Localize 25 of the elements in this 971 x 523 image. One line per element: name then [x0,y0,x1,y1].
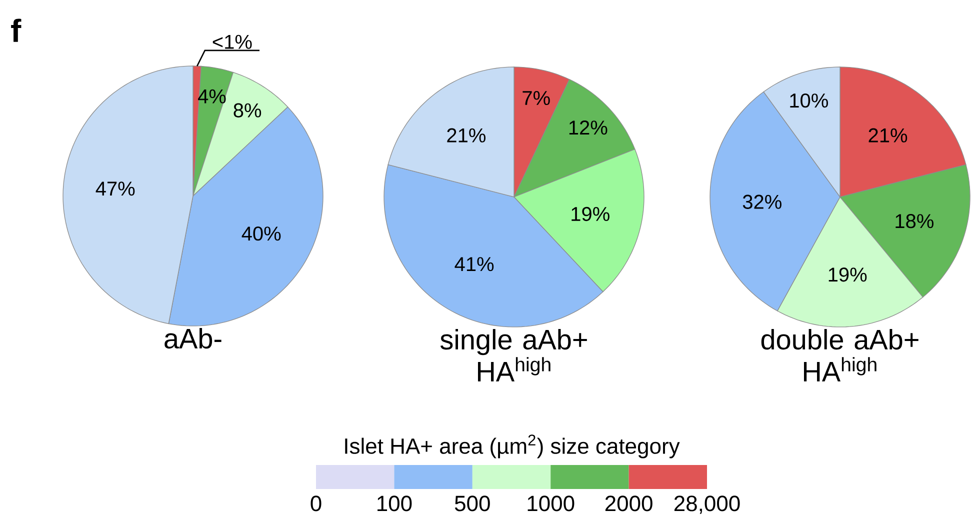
category-label: 100 [378,496,412,512]
data-label: <1% [212,34,252,49]
data-label: 21% [868,128,908,142]
data-label: 7% [522,91,550,106]
text: f [11,18,22,42]
legend-title: Islet HA+ area (µm$^{2}$) size category [345,434,680,458]
data-label: 32% [742,194,782,209]
data-label: 18% [896,214,934,228]
text: double aAb+ HA$^{high}$ [761,329,918,382]
text: aAb- [164,328,222,349]
data-label: 47% [96,182,135,196]
category-label: 1000 [528,496,574,512]
data-label: 12% [569,120,608,135]
data-label: 40% [242,226,281,241]
data-label: 21% [447,128,486,142]
data-label: 10% [790,93,828,108]
data-label: 41% [454,257,494,272]
category-label: 28,000 [674,496,740,514]
text: single aAb+ HA$^{high}$ [440,329,587,382]
data-label: 19% [572,206,610,222]
category-label: 500 [454,496,490,512]
data-label: 19% [828,268,867,282]
category-label: 2000 [605,496,652,512]
category-label: 0 [310,496,322,512]
data-label: 8% [234,103,262,118]
